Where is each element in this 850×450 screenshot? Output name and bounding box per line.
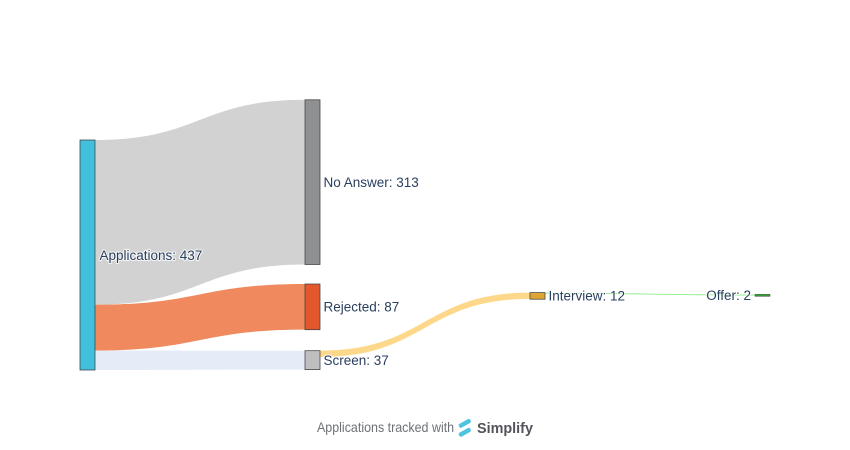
svg-text:Applications tracked with: Applications tracked with — [317, 419, 454, 435]
svg-text:Applications: 437: Applications: 437 — [100, 248, 203, 263]
svg-text:Screen: 37: Screen: 37 — [324, 353, 389, 368]
svg-text:Offer: 2: Offer: 2 — [706, 288, 751, 303]
svg-text:No Answer: 313: No Answer: 313 — [324, 175, 419, 190]
svg-text:Rejected: 87: Rejected: 87 — [324, 300, 400, 315]
svg-text:Interview: 12: Interview: 12 — [549, 289, 626, 304]
svg-text:Simplify: Simplify — [477, 421, 534, 437]
